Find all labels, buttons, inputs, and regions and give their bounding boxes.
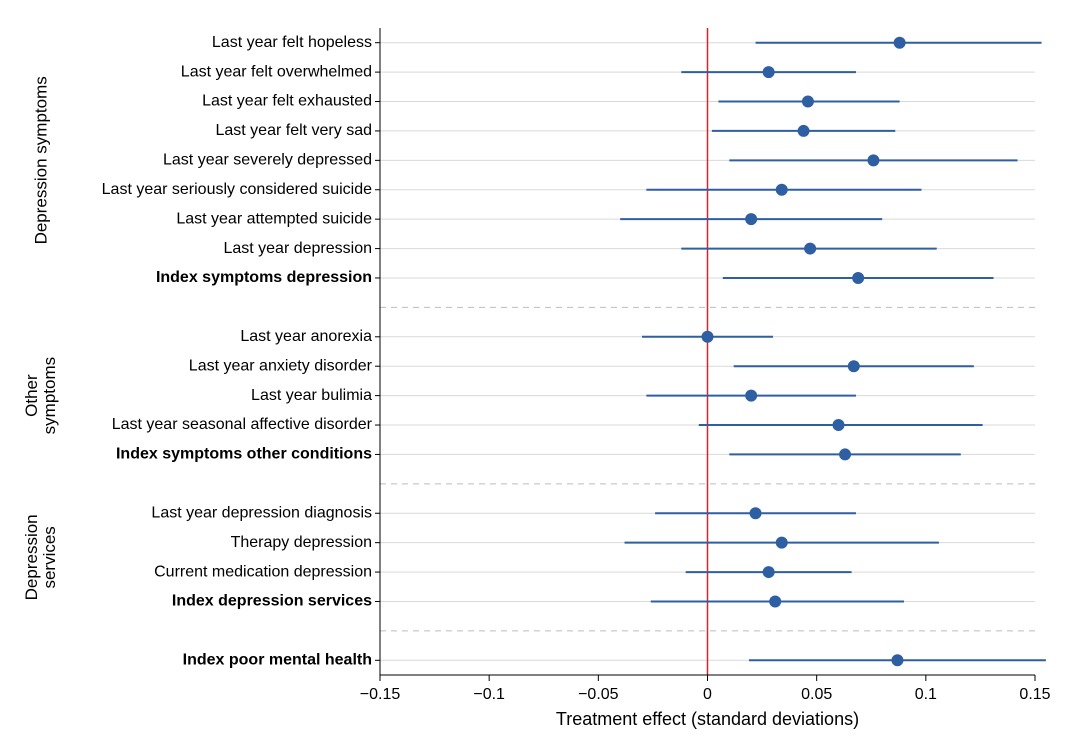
row-label: Last year anxiety disorder bbox=[189, 357, 373, 374]
row-label: Last year felt hopeless bbox=[212, 34, 372, 51]
group-label: Depressionservices bbox=[23, 514, 60, 600]
row-label: Last year bulimia bbox=[251, 387, 372, 404]
point-estimate bbox=[769, 595, 781, 607]
point-estimate bbox=[839, 448, 851, 460]
row-label: Index symptoms depression bbox=[156, 269, 372, 286]
row-label: Last year anorexia bbox=[240, 328, 372, 345]
x-tick-label: 0 bbox=[703, 686, 712, 703]
point-estimate bbox=[776, 184, 788, 196]
point-estimate bbox=[804, 243, 816, 255]
point-estimate bbox=[763, 66, 775, 78]
x-tick-label: −0.05 bbox=[578, 686, 619, 703]
row-label: Last year severely depressed bbox=[163, 152, 372, 169]
row-label: Therapy depression bbox=[231, 534, 372, 551]
point-estimate bbox=[802, 96, 814, 108]
row-label: Last year depression bbox=[223, 240, 372, 257]
point-estimate bbox=[776, 537, 788, 549]
group-label: Depression symptoms bbox=[31, 76, 50, 244]
row-label: Last year seriously considered suicide bbox=[102, 181, 372, 198]
forest-plot-svg: Last year felt hopeless Last year felt ov… bbox=[0, 0, 1080, 750]
point-estimate bbox=[745, 390, 757, 402]
point-estimate bbox=[891, 654, 903, 666]
row-label: Last year felt very sad bbox=[215, 122, 372, 139]
point-estimate bbox=[852, 272, 864, 284]
x-tick-label: −0.15 bbox=[360, 686, 401, 703]
point-estimate bbox=[867, 154, 879, 166]
point-estimate bbox=[750, 507, 762, 519]
forest-plot-container: Last year felt hopeless Last year felt ov… bbox=[0, 0, 1080, 750]
x-tick-label: 0.1 bbox=[915, 686, 937, 703]
row-label: Index poor mental health bbox=[183, 652, 372, 669]
row-label: Last year felt overwhelmed bbox=[181, 63, 372, 80]
x-axis-title: Treatment effect (standard deviations) bbox=[556, 709, 859, 729]
row-label: Last year seasonal affective disorder bbox=[112, 416, 373, 433]
chart-bg bbox=[0, 0, 1080, 750]
row-label: Last year depression diagnosis bbox=[151, 504, 372, 521]
point-estimate bbox=[702, 331, 714, 343]
point-estimate bbox=[848, 360, 860, 372]
x-tick-label: −0.1 bbox=[473, 686, 505, 703]
row-label: Index depression services bbox=[172, 593, 372, 610]
point-estimate bbox=[833, 419, 845, 431]
row-label: Index symptoms other conditions bbox=[116, 446, 372, 463]
point-estimate bbox=[763, 566, 775, 578]
row-label: Last year felt exhausted bbox=[202, 93, 372, 110]
x-tick-label: 0.05 bbox=[801, 686, 832, 703]
point-estimate bbox=[745, 213, 757, 225]
point-estimate bbox=[798, 125, 810, 137]
point-estimate bbox=[894, 37, 906, 49]
x-tick-label: 0.15 bbox=[1019, 686, 1050, 703]
row-label: Last year attempted suicide bbox=[176, 210, 372, 227]
row-label: Current medication depression bbox=[154, 563, 372, 580]
